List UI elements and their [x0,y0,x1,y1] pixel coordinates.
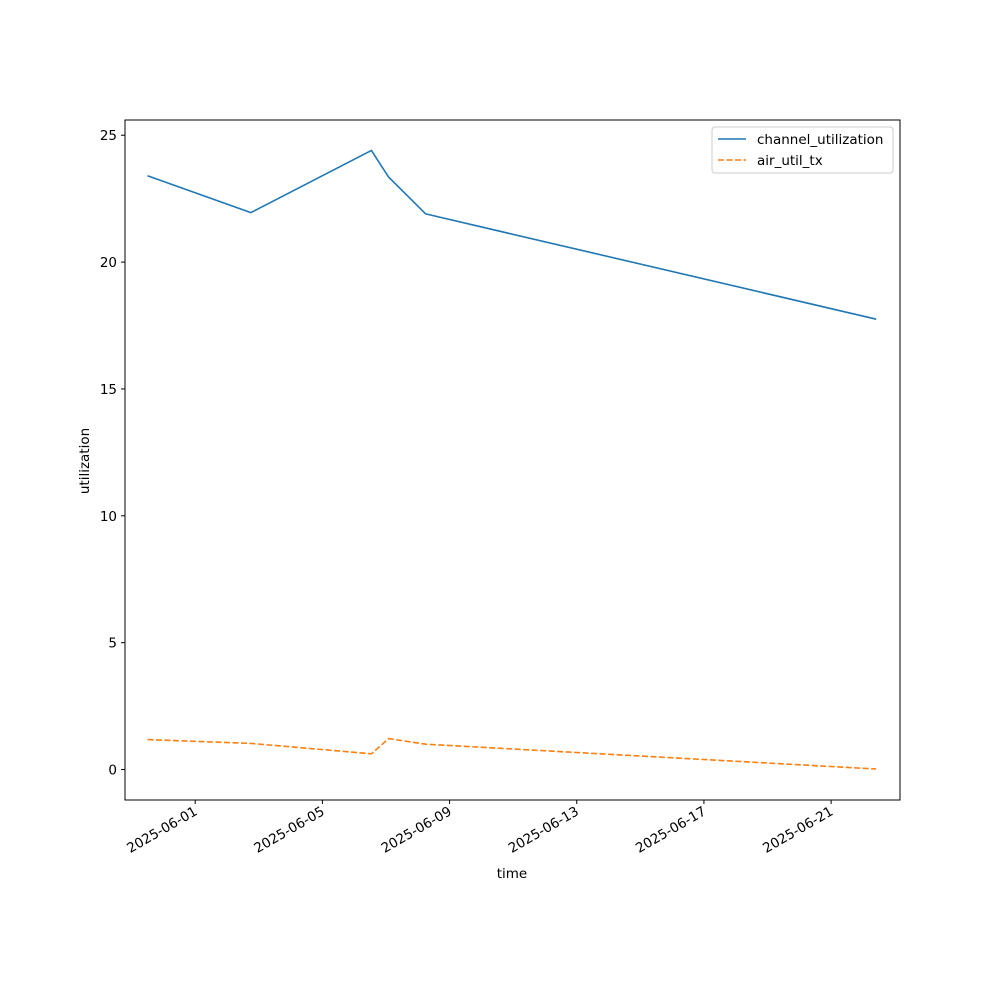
legend-label: channel_utilization [757,132,884,148]
plot-frame [124,119,901,801]
y-tick-label: 5 [108,636,117,652]
y-tick-label: 20 [100,255,117,271]
plot-area [147,149,877,770]
y-tick-label: 15 [100,382,117,398]
legend-box [711,126,894,174]
series-line-air-util-tx [147,737,877,770]
legend-label: air_util_tx [757,153,823,169]
legend: channel_utilization air_util_tx [711,126,894,174]
y-axis-label: utilization [77,428,93,494]
y-tick-label: 25 [100,128,117,144]
series-line-channel-utilization [147,149,877,320]
x-axis-label: time [497,866,528,882]
y-axis: 0 5 10 15 20 25 [100,128,125,779]
y-tick-label: 10 [100,509,117,525]
y-tick-label: 0 [108,763,117,779]
